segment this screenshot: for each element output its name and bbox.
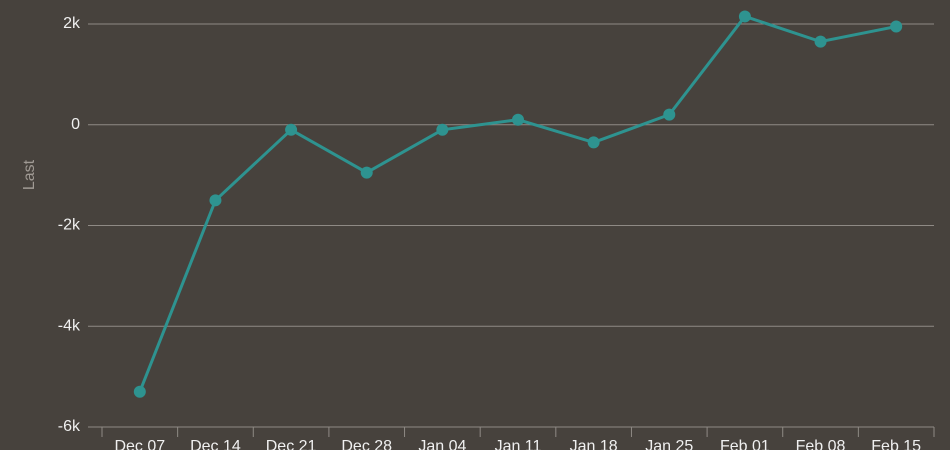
x-tick-label: Jan 04	[418, 438, 466, 450]
point	[360, 166, 373, 179]
x-tick-label: Dec 28	[341, 438, 392, 450]
point	[738, 10, 751, 23]
x-tick-label: Jan 18	[570, 438, 618, 450]
point	[587, 136, 600, 149]
y-tick-label: -2k	[58, 217, 81, 234]
y-tick-label: -6k	[58, 418, 81, 435]
x-tick-label: Feb 15	[871, 438, 921, 450]
point	[285, 123, 298, 136]
x-tick-label: Dec 21	[266, 438, 317, 450]
y-tick-label: 0	[71, 116, 80, 133]
y-axis-title: Last	[21, 159, 38, 190]
point	[663, 108, 676, 121]
x-tick-label: Feb 08	[796, 438, 846, 450]
point	[890, 20, 903, 33]
point	[436, 123, 449, 136]
x-tick-label: Jan 25	[645, 438, 693, 450]
x-tick-label: Dec 07	[114, 438, 165, 450]
y-tick-label: 2k	[63, 15, 81, 32]
point	[814, 35, 827, 48]
y-tick-label: -4k	[58, 317, 81, 334]
point	[133, 385, 146, 398]
x-tick-label: Dec 14	[190, 438, 241, 450]
point	[512, 113, 524, 126]
point	[209, 194, 222, 207]
x-tick-label: Feb 01	[720, 438, 770, 450]
x-tick-label: Jan 11	[495, 438, 542, 450]
